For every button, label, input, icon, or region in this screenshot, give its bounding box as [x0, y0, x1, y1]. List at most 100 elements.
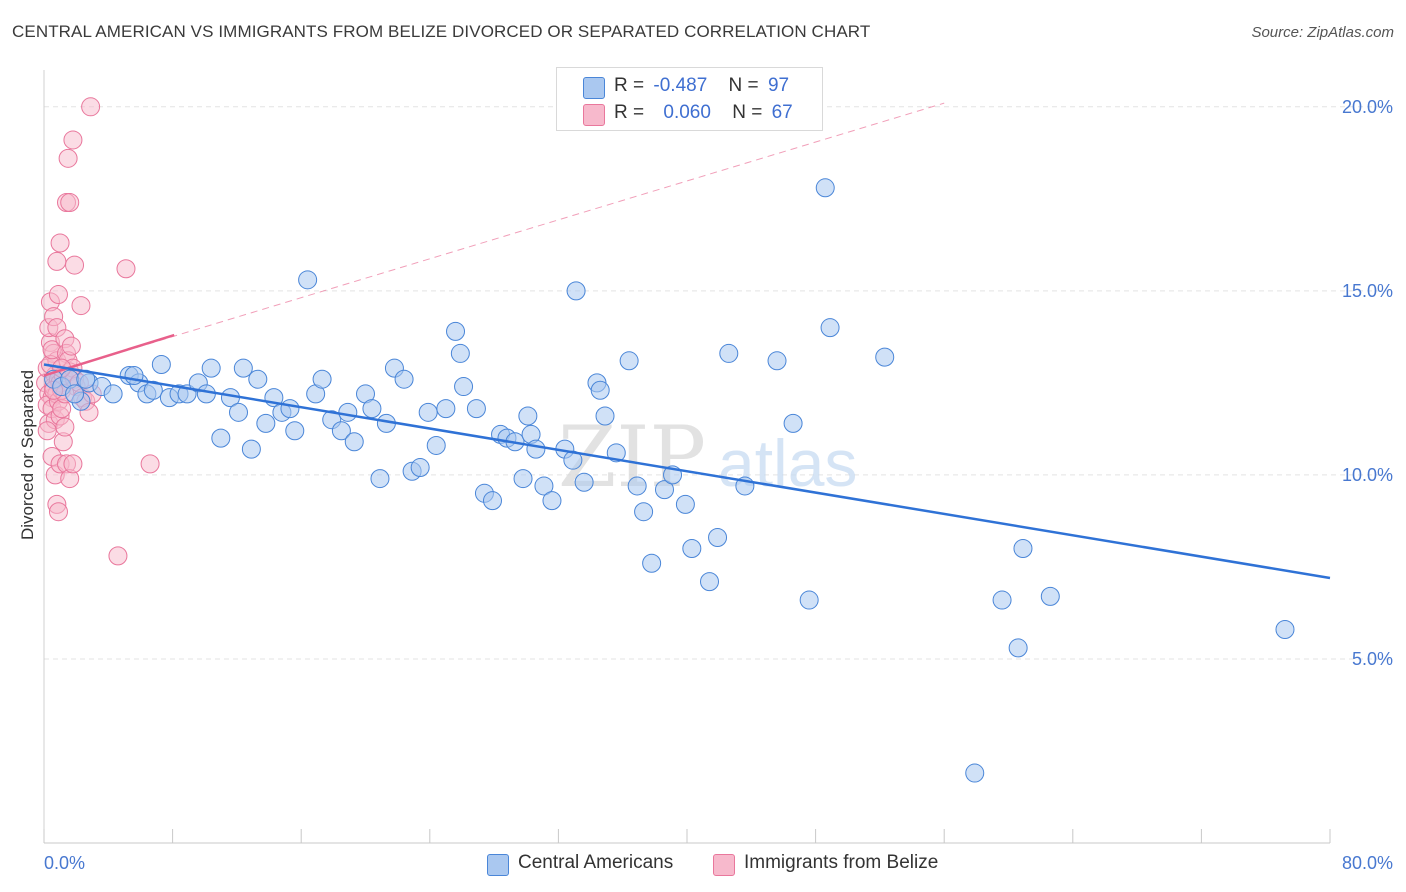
central-american-point [331, 421, 351, 441]
central-american-point [466, 399, 486, 419]
central-american-point [143, 380, 163, 400]
central-american-point [338, 402, 358, 422]
belize-point [108, 546, 128, 566]
belize-point [63, 130, 83, 150]
central-americans-points [44, 178, 1295, 783]
bottom-legend-swatch-pink [713, 854, 735, 876]
central-american-point [211, 428, 231, 448]
central-american-point [446, 321, 466, 341]
central-american-point [256, 413, 276, 433]
central-american-point [280, 399, 300, 419]
central-american-point [965, 763, 985, 783]
central-american-point [590, 380, 610, 400]
central-american-point [606, 443, 626, 463]
belize-point [55, 417, 75, 437]
x-tick-label: 0.0% [44, 853, 85, 873]
central-american-point [370, 469, 390, 489]
x-tick-label: 80.0% [1342, 853, 1393, 873]
central-american-point [513, 469, 533, 489]
central-american-point [875, 347, 895, 367]
legend-r-value: -0.487 [653, 75, 708, 96]
central-american-point [708, 527, 728, 547]
central-american-point [820, 318, 840, 338]
tick-labels: 5.0% 10.0% 15.0% 20.0% 0.0% 80.0% [44, 97, 1393, 873]
central-american-point [992, 590, 1012, 610]
central-american-point [312, 369, 332, 389]
chart-title: CENTRAL AMERICAN VS IMMIGRANTS FROM BELI… [12, 22, 871, 41]
y-axis-label: Divorced or Separated [18, 370, 37, 540]
central-american-point [436, 399, 456, 419]
central-american-point [634, 502, 654, 522]
central-american-point [574, 472, 594, 492]
central-american-point [682, 539, 702, 559]
central-american-point [719, 343, 739, 363]
belize-point [60, 193, 80, 213]
central-american-point [285, 421, 305, 441]
central-american-point [482, 491, 502, 511]
legend-n-label: N = [732, 102, 763, 123]
central-american-point [526, 439, 546, 459]
belize-point [58, 148, 78, 168]
central-american-point [229, 402, 249, 422]
central-american-point [298, 270, 318, 290]
y-tick-label: 10.0% [1342, 465, 1393, 485]
central-american-point [394, 369, 414, 389]
belize-point [140, 454, 160, 474]
bottom-legend-label: Immigrants from Belize [744, 852, 939, 873]
central-american-point [426, 435, 446, 455]
central-american-point [595, 406, 615, 426]
central-american-point [627, 476, 647, 496]
central-american-point [654, 480, 674, 500]
belize-point [37, 421, 57, 441]
central-american-point [344, 432, 364, 452]
central-american-point [783, 413, 803, 433]
central-american-point [124, 366, 144, 386]
central-american-point [799, 590, 819, 610]
legend-n-value: 97 [767, 75, 790, 96]
central-american-point [642, 553, 662, 573]
y-tick-label: 20.0% [1342, 97, 1393, 117]
central-american-point [233, 358, 253, 378]
grid-lines [44, 106, 1394, 660]
legend-n-label: N = [728, 75, 759, 96]
y-tick-label: 5.0% [1352, 649, 1393, 669]
bottom-legend-swatch-blue [487, 854, 509, 876]
central-american-point [454, 377, 474, 397]
belize-point [63, 454, 83, 474]
central-american-point [450, 343, 470, 363]
central-american-point [700, 572, 720, 592]
central-american-point [1008, 638, 1028, 658]
bottom-legend-label: Central Americans [518, 852, 674, 873]
belize-point [65, 255, 85, 275]
belize-point [47, 251, 67, 271]
central-american-point [151, 354, 171, 374]
belize-point [71, 296, 91, 316]
central-american-point [542, 491, 562, 511]
central-american-point [418, 402, 438, 422]
central-american-point [241, 439, 261, 459]
central-american-point [767, 351, 787, 371]
central-american-point [201, 358, 221, 378]
central-american-point [196, 384, 216, 404]
belize-point [116, 259, 136, 279]
immigrants-from-belize-points [36, 97, 160, 566]
belize-point [61, 336, 81, 356]
central-american-point [815, 178, 835, 198]
central-americans-trend-line [43, 363, 1331, 580]
central-american-point [103, 384, 123, 404]
trend-lines [43, 102, 1331, 580]
y-tick-label: 15.0% [1342, 281, 1393, 301]
legend-swatch-pink [583, 104, 605, 126]
belize-point [48, 285, 68, 305]
central-american-point [1013, 539, 1033, 559]
central-american-point [534, 476, 554, 496]
belize-point [50, 233, 70, 253]
belize-point [81, 97, 101, 117]
central-american-point [248, 369, 268, 389]
correlation-legend: R = -0.487 N = 97 R = 0.060 N = 67 [556, 67, 823, 131]
central-american-point [362, 399, 382, 419]
central-american-point [675, 494, 695, 514]
legend-swatch-blue [583, 77, 605, 99]
legend-r-label: R = [614, 102, 645, 123]
